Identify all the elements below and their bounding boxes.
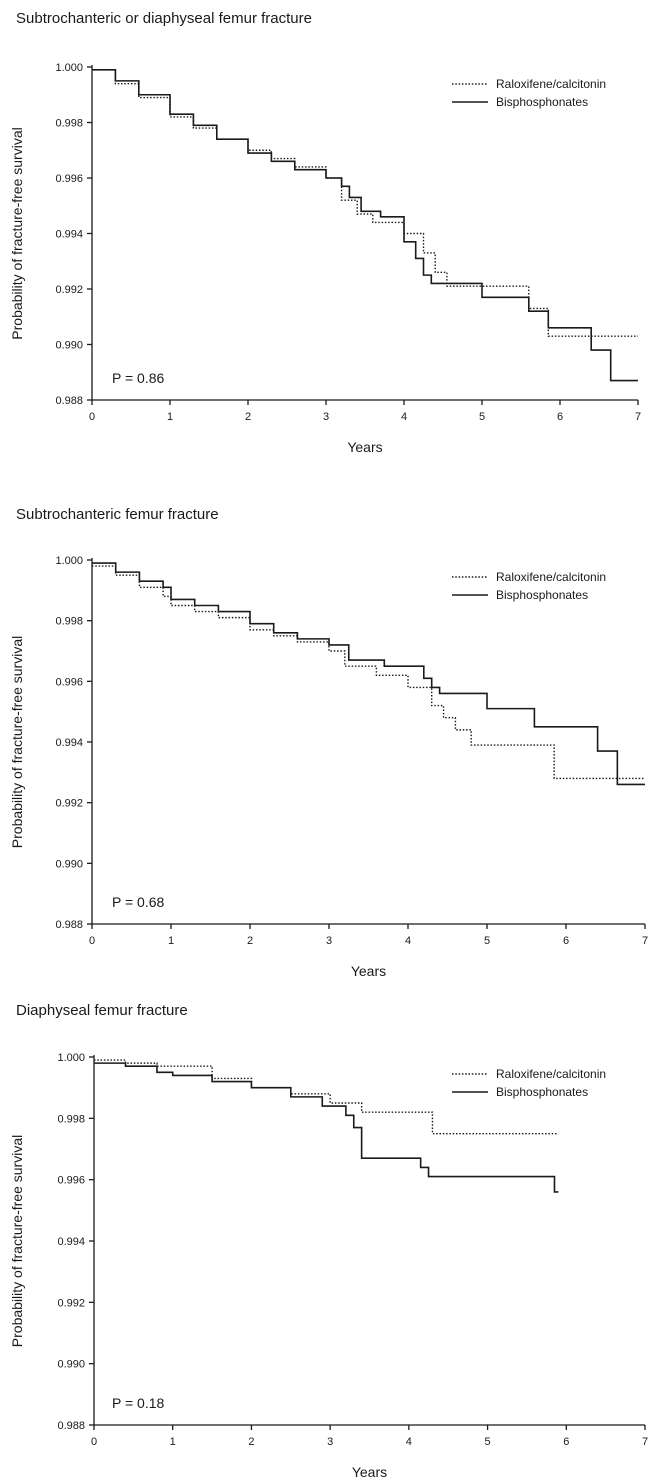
y-tick-label: 0.992 (55, 284, 83, 296)
x-tick-label: 0 (89, 935, 95, 947)
y-tick-label: 0.990 (57, 1359, 85, 1371)
series-line-raloxifene-calcitonin (94, 1059, 559, 1135)
p-value-annotation: P = 0.86 (112, 370, 165, 386)
x-tick-label: 3 (327, 1436, 333, 1448)
y-tick-label: 0.990 (55, 858, 83, 870)
x-tick-label: 6 (563, 1436, 569, 1448)
legend-label: Raloxifene/calcitonin (496, 570, 606, 584)
x-axis-label: Years (352, 1464, 387, 1480)
x-tick-label: 5 (485, 1436, 491, 1448)
y-tick-label: 1.000 (55, 555, 83, 567)
x-tick-label: 3 (326, 935, 332, 947)
y-axis-label: Probability of fracture-free survival (9, 1135, 25, 1347)
y-axis-label: Probability of fracture-free survival (9, 636, 25, 848)
x-tick-label: 5 (484, 935, 490, 947)
series-line-bisphosphonates (92, 68, 638, 382)
y-tick-label: 0.988 (57, 1420, 85, 1432)
y-tick-label: 1.000 (55, 62, 83, 74)
x-tick-label: 6 (563, 935, 569, 947)
y-tick-label: 0.998 (55, 616, 83, 628)
p-value-annotation: P = 0.68 (112, 894, 165, 910)
y-tick-label: 0.998 (55, 118, 83, 130)
series-line-raloxifene-calcitonin (92, 69, 638, 337)
x-tick-label: 2 (247, 935, 253, 947)
x-tick-label: 4 (401, 411, 407, 423)
legend-label: Bisphosphonates (496, 588, 588, 602)
series-line-bisphosphonates (92, 562, 645, 786)
y-tick-label: 0.994 (55, 229, 83, 241)
legend-label: Bisphosphonates (496, 1085, 588, 1099)
chart-title: Subtrochanteric femur fracture (16, 506, 219, 523)
legend-label: Raloxifene/calcitonin (496, 1067, 606, 1081)
x-tick-label: 3 (323, 411, 329, 423)
legend-label: Bisphosphonates (496, 95, 588, 109)
x-axis-label: Years (351, 963, 386, 979)
y-tick-label: 0.992 (57, 1297, 85, 1309)
y-tick-label: 0.994 (57, 1236, 85, 1248)
series-line-raloxifene-calcitonin (92, 565, 645, 780)
x-tick-label: 4 (405, 935, 411, 947)
chart-panel-3: Diaphyseal femur fracture 0.988 0.990 0.992… (9, 1002, 648, 1480)
y-tick-label: 0.996 (57, 1175, 85, 1187)
y-tick-label: 0.996 (55, 173, 83, 185)
legend-label: Raloxifene/calcitonin (496, 77, 606, 91)
y-tick-label: 0.988 (55, 395, 83, 407)
x-tick-label: 1 (167, 411, 173, 423)
x-tick-label: 7 (635, 411, 641, 423)
x-tick-label: 1 (168, 935, 174, 947)
y-tick-label: 0.998 (57, 1113, 85, 1125)
x-tick-label: 0 (91, 1436, 97, 1448)
chart-title: Subtrochanteric or diaphyseal femur frac… (16, 10, 312, 27)
x-tick-label: 4 (406, 1436, 412, 1448)
y-tick-label: 0.992 (55, 798, 83, 810)
y-tick-label: 0.990 (55, 340, 83, 352)
x-tick-label: 2 (248, 1436, 254, 1448)
x-tick-label: 7 (642, 935, 648, 947)
chart-title: Diaphyseal femur fracture (16, 1002, 188, 1019)
y-tick-label: 1.000 (57, 1052, 85, 1064)
x-tick-label: 2 (245, 411, 251, 423)
x-tick-label: 0 (89, 411, 95, 423)
y-axis-label: Probability of fracture-free survival (9, 127, 25, 339)
chart-panel-1: Subtrochanteric or diaphyseal femur frac… (9, 10, 641, 455)
x-tick-label: 5 (479, 411, 485, 423)
x-tick-label: 6 (557, 411, 563, 423)
x-tick-label: 1 (170, 1436, 176, 1448)
p-value-annotation: P = 0.18 (112, 1395, 165, 1411)
x-tick-label: 7 (642, 1436, 648, 1448)
chart-panel-2: Subtrochanteric femur fracture 0.988 0.990… (9, 506, 648, 979)
y-tick-label: 0.994 (55, 737, 83, 749)
series-line-bisphosphonates (94, 1062, 559, 1193)
y-tick-label: 0.996 (55, 676, 83, 688)
y-tick-label: 0.988 (55, 919, 83, 931)
x-axis-label: Years (347, 439, 382, 455)
